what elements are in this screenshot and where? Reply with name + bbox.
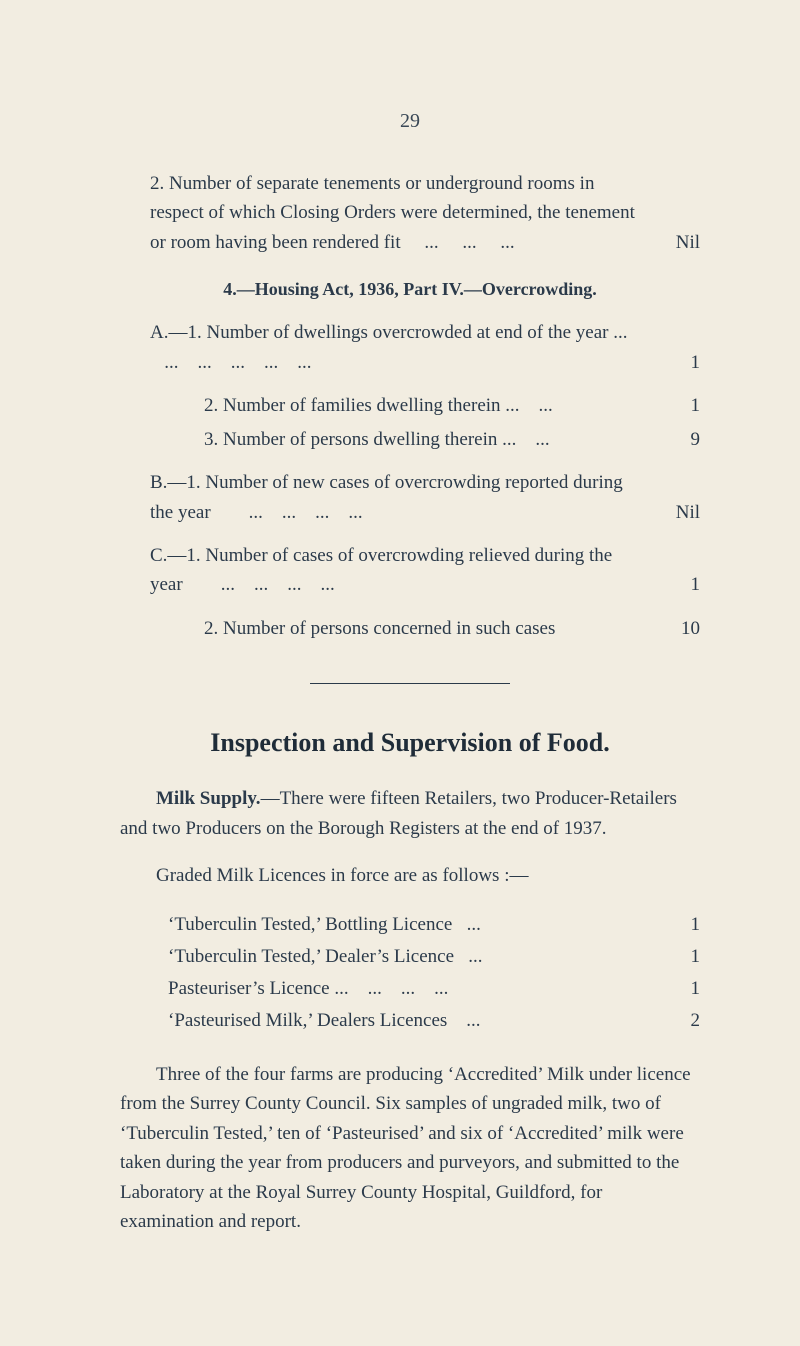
inspection-heading: Inspection and Supervision of Food.: [120, 728, 700, 758]
page-number: 29: [120, 110, 700, 133]
licence-value: 2: [664, 1005, 700, 1037]
licence-label: ‘Tuberculin Tested,’ Bottling Licence ..…: [168, 909, 664, 941]
licence-row: ‘Tuberculin Tested,’ Dealer’s Licence ..…: [168, 941, 700, 973]
overcrowding-a3: 3. Number of persons dwelling therein ..…: [120, 425, 700, 454]
entry-c1: C.—1. Number of cases of overcrowding re…: [120, 541, 700, 600]
entry-c1-label: C.—1. Number of cases of overcrowding re…: [150, 541, 640, 600]
final-para: Three of the four farms are producing ‘A…: [120, 1060, 700, 1237]
entry-a1-label: A.—1. Number of dwellings overcrowded at…: [150, 318, 640, 377]
item-2-value: Nil: [640, 228, 700, 257]
entry-b1-value: Nil: [640, 498, 700, 527]
overcrowding-b1: B.—1. Number of new cases of overcrowdin…: [120, 468, 700, 527]
licence-value: 1: [664, 941, 700, 973]
item-2-block: 2. Number of separate tenements or under…: [120, 169, 700, 257]
entry-c2-value: 10: [640, 614, 700, 643]
licence-label: Pasteuriser’s Licence ... ... ... ...: [168, 973, 664, 1005]
licence-row: ‘Tuberculin Tested,’ Bottling Licence ..…: [168, 909, 700, 941]
entry-c2: 2. Number of persons concerned in such c…: [120, 614, 700, 643]
section-4-title: 4.—Housing Act, 1936, Part IV.—Overcrowd…: [120, 279, 700, 300]
milk-supply-para: Milk Supply.—There were fifteen Retailer…: [120, 784, 700, 843]
divider-rule: [310, 683, 510, 684]
graded-intro: Graded Milk Licences in force are as fol…: [120, 861, 700, 890]
milk-supply-lead: Milk Supply.: [156, 788, 261, 809]
item-2-label: 2. Number of separate tenements or under…: [150, 169, 640, 257]
licence-value: 1: [664, 973, 700, 1005]
entry-a2-value: 1: [640, 391, 700, 420]
licence-label: ‘Pasteurised Milk,’ Dealers Licences ...: [168, 1005, 664, 1037]
entry-b1: B.—1. Number of new cases of overcrowdin…: [120, 468, 700, 527]
entry-a3: 3. Number of persons dwelling therein ..…: [120, 425, 700, 454]
licence-label: ‘Tuberculin Tested,’ Dealer’s Licence ..…: [168, 941, 664, 973]
entry-a3-label: 3. Number of persons dwelling therein ..…: [204, 425, 640, 454]
entry-a1-value: 1: [640, 348, 700, 377]
licence-value: 1: [664, 909, 700, 941]
entry-a3-value: 9: [640, 425, 700, 454]
entry-a2-label: 2. Number of families dwelling therein .…: [204, 391, 640, 420]
item-2: 2. Number of separate tenements or under…: [120, 169, 700, 257]
overcrowding-c1: C.—1. Number of cases of overcrowding re…: [120, 541, 700, 600]
document-page: 29 2. Number of separate tenements or un…: [0, 0, 800, 1346]
entry-a2: 2. Number of families dwelling therein .…: [120, 391, 700, 420]
entry-c1-value: 1: [640, 570, 700, 599]
licence-row: Pasteuriser’s Licence ... ... ... ... 1: [168, 973, 700, 1005]
licence-list: ‘Tuberculin Tested,’ Bottling Licence ..…: [168, 909, 700, 1038]
licence-row: ‘Pasteurised Milk,’ Dealers Licences ...…: [168, 1005, 700, 1037]
entry-c2-label: 2. Number of persons concerned in such c…: [204, 614, 640, 643]
overcrowding-a1: A.—1. Number of dwellings overcrowded at…: [120, 318, 700, 377]
entry-b1-label: B.—1. Number of new cases of overcrowdin…: [150, 468, 640, 527]
entry-a1: A.—1. Number of dwellings overcrowded at…: [120, 318, 700, 377]
